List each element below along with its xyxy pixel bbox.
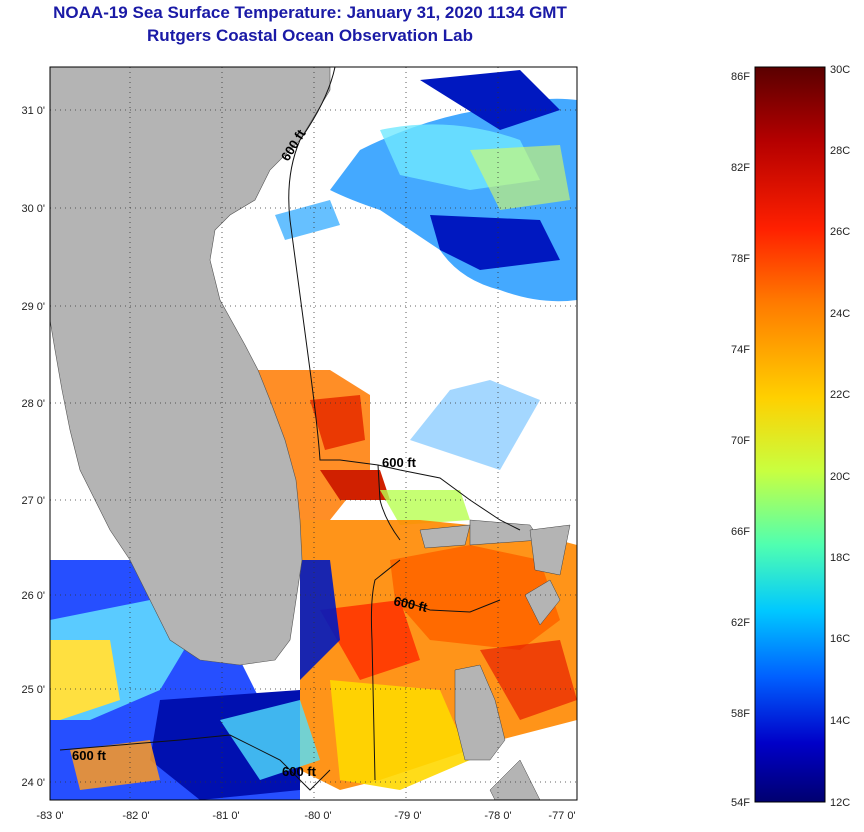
- contour-label: 600 ft: [392, 593, 429, 615]
- sst-data-layer: [50, 70, 577, 800]
- colorbar-f-label: 66F: [731, 526, 750, 538]
- lat-tick: 28 0': [21, 398, 45, 410]
- contour-label: 600 ft: [382, 455, 417, 470]
- colorbar-c-label: 14C: [830, 715, 850, 727]
- colorbar-f-label: 78F: [731, 253, 750, 265]
- colorbar-c-label: 28C: [830, 145, 850, 157]
- lon-tick: -80 0': [304, 810, 331, 822]
- lon-tick: -77 0': [548, 810, 575, 822]
- lat-tick: 27 0': [21, 495, 45, 507]
- lon-tick: -79 0': [394, 810, 421, 822]
- grid-lines: [50, 67, 577, 800]
- colorbar-c-label: 26C: [830, 226, 850, 238]
- colorbar-f-label: 58F: [731, 708, 750, 720]
- colorbar-c-label: 20C: [830, 471, 850, 483]
- map-plot-area: [50, 67, 577, 800]
- colorbar-celsius-labels: 30C 28C 26C 24C 22C 20C 18C 16C 14C 12C: [830, 64, 850, 809]
- colorbar-c-label: 16C: [830, 633, 850, 645]
- colorbar-f-label: 62F: [731, 617, 750, 629]
- colorbar-f-label: 82F: [731, 162, 750, 174]
- colorbar-f-label: 86F: [731, 71, 750, 83]
- colorbar-c-label: 18C: [830, 552, 850, 564]
- colorbar-f-label: 74F: [731, 344, 750, 356]
- lon-tick: -81 0': [212, 810, 239, 822]
- colorbar-c-label: 12C: [830, 797, 850, 809]
- lat-tick: 24 0': [21, 777, 45, 789]
- bahamas-land: [419, 519, 571, 800]
- map-subtitle: Rutgers Coastal Ocean Observation Lab: [147, 26, 473, 45]
- lon-tick: -78 0': [484, 810, 511, 822]
- colorbar: 86F 82F 78F 74F 70F 66F 62F 58F 54F 30C …: [731, 64, 850, 809]
- 600ft-contour: [59, 67, 521, 791]
- colorbar-c-label: 22C: [830, 389, 850, 401]
- longitude-axis: -83 0' -82 0' -81 0' -80 0' -79 0' -78 0…: [36, 810, 575, 822]
- lon-tick: -83 0': [36, 810, 63, 822]
- colorbar-c-label: 24C: [830, 308, 850, 320]
- map-frame: [49, 66, 578, 801]
- lat-tick: 31 0': [21, 105, 45, 117]
- lat-tick: 29 0': [21, 301, 45, 313]
- colorbar-f-label: 70F: [731, 435, 750, 447]
- lon-tick: -82 0': [122, 810, 149, 822]
- colorbar-fahrenheit-labels: 86F 82F 78F 74F 70F 66F 62F 58F 54F: [731, 71, 750, 809]
- contour-label: 600 ft: [282, 764, 317, 779]
- colorbar-gradient: [754, 66, 826, 803]
- contour-label: 600 ft: [72, 748, 107, 763]
- colorbar-c-label: 30C: [830, 64, 850, 76]
- florida-land: [50, 67, 331, 666]
- latitude-axis: 31 0' 30 0' 29 0' 28 0' 27 0' 26 0' 25 0…: [21, 105, 45, 789]
- colorbar-f-label: 54F: [731, 797, 750, 809]
- lat-tick: 30 0': [21, 203, 45, 215]
- lat-tick: 25 0': [21, 684, 45, 696]
- lat-tick: 26 0': [21, 590, 45, 602]
- map-title: NOAA-19 Sea Surface Temperature: January…: [53, 3, 567, 22]
